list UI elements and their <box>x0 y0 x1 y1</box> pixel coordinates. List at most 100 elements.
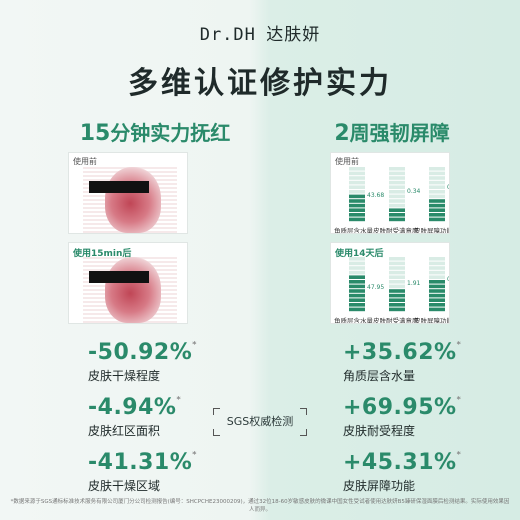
gauge-value: 0.34 <box>407 188 421 195</box>
gauge-cell <box>429 185 445 189</box>
gauge-cell <box>389 284 405 289</box>
face-image <box>83 255 177 323</box>
panel-tag: 使用前 <box>73 157 97 166</box>
gauge-cell <box>389 289 405 293</box>
gauge-cell <box>349 180 365 185</box>
gauge-cell <box>349 217 365 222</box>
gauge-cell <box>429 167 445 171</box>
gauge-cell <box>389 180 405 185</box>
gauge-cell <box>429 217 445 222</box>
gauge-cell <box>429 289 445 293</box>
gauge-cell <box>429 280 445 284</box>
gauge-cell <box>429 203 445 208</box>
stat-left-2: -4.94%* 皮肤红区面积 <box>88 395 288 439</box>
sgs-badge: SGS权威检测 <box>213 408 307 436</box>
gauge-cell <box>349 298 365 302</box>
gauge-cell <box>349 293 365 298</box>
gauge-cell <box>429 293 445 298</box>
brand-cn: 达肤妍 <box>266 25 321 45</box>
gauge-cell <box>429 213 445 217</box>
gauge-cell <box>429 176 445 180</box>
gauge-cell <box>429 190 445 194</box>
gauge-value: 0.43 <box>447 184 450 191</box>
left-subtitle: 15分钟实力抚红 <box>55 117 255 146</box>
gauge-cell <box>389 298 405 302</box>
gauge-cell <box>389 199 405 203</box>
gauge-value: 43.68 <box>367 192 384 199</box>
chart-caption: 皮肤耐受满意度 <box>373 317 419 324</box>
footnote: *数据来源于SGS通标标准技术服务有限公司厦门分公司检测报告(编号：SHCPCH… <box>10 499 510 513</box>
gauge-cell <box>389 293 405 298</box>
gauge-cell <box>429 199 445 203</box>
stat-percent: -41.31%* <box>88 450 197 475</box>
gauge-cell <box>349 257 365 261</box>
right-subtitle-number: 2 <box>334 121 350 146</box>
stat-right-2: +69.95%* 皮肤耐受程度 <box>343 395 520 439</box>
gauge-value: 1.91 <box>407 280 421 287</box>
gauge-cell <box>349 208 365 212</box>
gauge-cell <box>389 185 405 189</box>
gauge-cell <box>429 307 445 312</box>
gauge-cell <box>349 303 365 307</box>
gauge-cell <box>429 261 445 266</box>
gauge-value: 47.95 <box>367 284 384 291</box>
gauge-cell <box>389 275 405 279</box>
gauge-cell <box>389 303 405 307</box>
chart-caption: 皮肤屏障功能 <box>414 317 450 324</box>
gauge-cell <box>389 213 405 217</box>
gauge-cell <box>349 289 365 293</box>
gauge-cell <box>429 180 445 185</box>
stat-right-1: +35.62%* 角质层含水量 <box>343 340 520 384</box>
chart-caption: 皮肤耐受满意度 <box>373 227 419 234</box>
sgs-text: SGS权威检测 <box>226 415 294 428</box>
stat-percent: +69.95%* <box>343 395 462 420</box>
gauge-cell <box>389 194 405 199</box>
gauge-cell <box>349 171 365 176</box>
panel-tag: 使用15min后 <box>73 249 132 259</box>
stat-right-3: +45.31%* 皮肤屏障功能 <box>343 450 520 494</box>
gauge-cell <box>389 217 405 222</box>
gauge-cell <box>389 257 405 261</box>
stat-percent: +45.31%* <box>343 450 462 475</box>
gauge-cell <box>349 270 365 275</box>
stat-percent: -4.94%* <box>88 395 182 420</box>
chart-panel-before: 43.68 0.34 0.43 使用前 角质层含水量 皮肤耐受满意度 皮肤屏障功能 <box>330 152 450 234</box>
gauge-cell <box>389 171 405 176</box>
right-subtitle-text: 周强韧屏障 <box>349 121 450 145</box>
stat-label: 皮肤干燥区域 <box>88 479 161 493</box>
stat-left-1: -50.92%* 皮肤干燥程度 <box>88 340 288 384</box>
stat-percent: +35.62%* <box>343 340 462 365</box>
gauge-cell <box>349 199 365 203</box>
gauge-cell <box>389 266 405 270</box>
gauge-cell <box>429 270 445 275</box>
gauge-cell <box>429 257 445 261</box>
mini-chart: 43.68 0.34 0.43 <box>349 167 450 222</box>
stat-label: 皮肤耐受程度 <box>343 424 416 438</box>
brand-logo: Dr.DH 达肤妍 <box>0 20 520 45</box>
stat-label: 角质层含水量 <box>343 369 416 383</box>
gauge-cell <box>349 261 365 266</box>
gauge-cell <box>389 167 405 171</box>
chart-caption: 角质层含水量 <box>334 227 373 234</box>
stat-left-3: -41.31%* 皮肤干燥区域 <box>88 450 288 494</box>
gauge-cell <box>389 280 405 284</box>
face-panel-before: 使用前 <box>68 152 188 234</box>
right-subtitle: 2周强韧屏障 <box>292 117 492 146</box>
gauge-cell <box>429 171 445 176</box>
gauge-cell <box>389 176 405 180</box>
left-subtitle-number: 15 <box>79 121 111 146</box>
gauge-cell <box>349 203 365 208</box>
face-image <box>83 165 177 233</box>
gauge-cell <box>349 307 365 312</box>
gauge-cell <box>389 307 405 312</box>
chart-caption: 皮肤屏障功能 <box>414 227 450 234</box>
gauge-cell <box>389 208 405 212</box>
gauge-cell <box>429 303 445 307</box>
stat-percent: -50.92%* <box>88 340 197 365</box>
gauge-cell <box>429 266 445 270</box>
gauge-cell <box>349 213 365 217</box>
panel-tag: 使用14天后 <box>335 249 384 259</box>
left-subtitle-text: 分钟实力抚红 <box>110 121 231 145</box>
gauge-cell <box>429 194 445 199</box>
gauge-cell <box>389 270 405 275</box>
